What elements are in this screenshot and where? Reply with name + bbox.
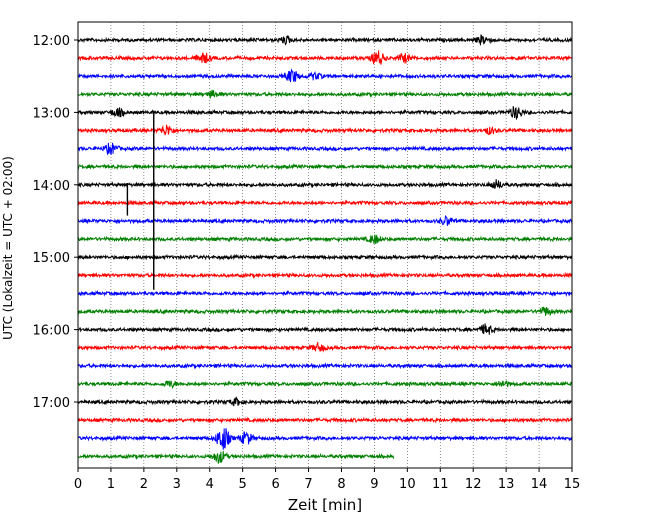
trace-row xyxy=(77,323,573,335)
trace-row xyxy=(77,234,573,244)
x-tick-label: 3 xyxy=(173,477,181,492)
y-tick-label: 15:00 xyxy=(33,251,70,266)
trace-row xyxy=(77,362,573,370)
x-tick-label: 6 xyxy=(271,477,279,492)
trace-row xyxy=(77,380,573,390)
trace-row xyxy=(77,450,395,464)
y-tick-label: 13:00 xyxy=(33,106,70,121)
trace-row xyxy=(77,34,573,47)
x-tick-label: 11 xyxy=(432,477,449,492)
x-tick-label: 8 xyxy=(337,477,345,492)
y-axis-label: UTC (Lokalzeit = UTC + 02:00) xyxy=(1,156,15,340)
x-tick-label: 7 xyxy=(304,477,312,492)
x-tick-label: 1 xyxy=(107,477,115,492)
trace-row xyxy=(77,306,573,316)
x-tick-label: 2 xyxy=(140,477,148,492)
seismic-traces xyxy=(77,34,573,464)
spike-marks xyxy=(126,112,155,290)
trace-row xyxy=(77,179,573,190)
plot-background xyxy=(78,22,572,468)
x-grid xyxy=(110,22,540,468)
x-tick-label: 15 xyxy=(564,477,581,492)
trace-row xyxy=(77,214,573,226)
y-tick-label: 12:00 xyxy=(33,34,70,49)
x-tick-label: 14 xyxy=(531,477,548,492)
x-tick-label: 13 xyxy=(498,477,515,492)
y-axis: 12:00 13:00 14:00 15:00 16:00 17:00 xyxy=(33,34,78,411)
x-axis: 0 1 2 3 4 5 6 7 8 9 10 11 12 13 14 15 xyxy=(74,468,580,492)
x-tick-label: 5 xyxy=(239,477,247,492)
trace-row xyxy=(77,341,573,353)
trace-row xyxy=(77,396,573,407)
y-tick-label: 14:00 xyxy=(33,179,70,194)
x-tick-label: 10 xyxy=(399,477,416,492)
trace-row xyxy=(77,124,573,136)
trace-row xyxy=(77,163,573,171)
trace-row xyxy=(77,142,573,156)
trace-row xyxy=(77,428,573,450)
trace-row xyxy=(77,199,573,207)
plot-frame xyxy=(77,21,573,469)
trace-row xyxy=(77,106,573,120)
trace-row xyxy=(77,89,573,99)
x-axis-label: Zeit [min] xyxy=(288,496,362,514)
x-tick-label: 0 xyxy=(74,477,82,492)
trace-row xyxy=(77,416,573,424)
trace-row xyxy=(77,289,573,297)
trace-row xyxy=(77,50,573,65)
y-tick-label: 17:00 xyxy=(33,396,70,411)
y-tick-label: 16:00 xyxy=(33,324,70,339)
trace-row xyxy=(77,68,573,83)
trace-row xyxy=(77,253,573,261)
x-tick-label: 9 xyxy=(370,477,378,492)
trace-row xyxy=(77,271,573,279)
x-tick-label: 12 xyxy=(465,477,482,492)
x-tick-label: 4 xyxy=(206,477,214,492)
